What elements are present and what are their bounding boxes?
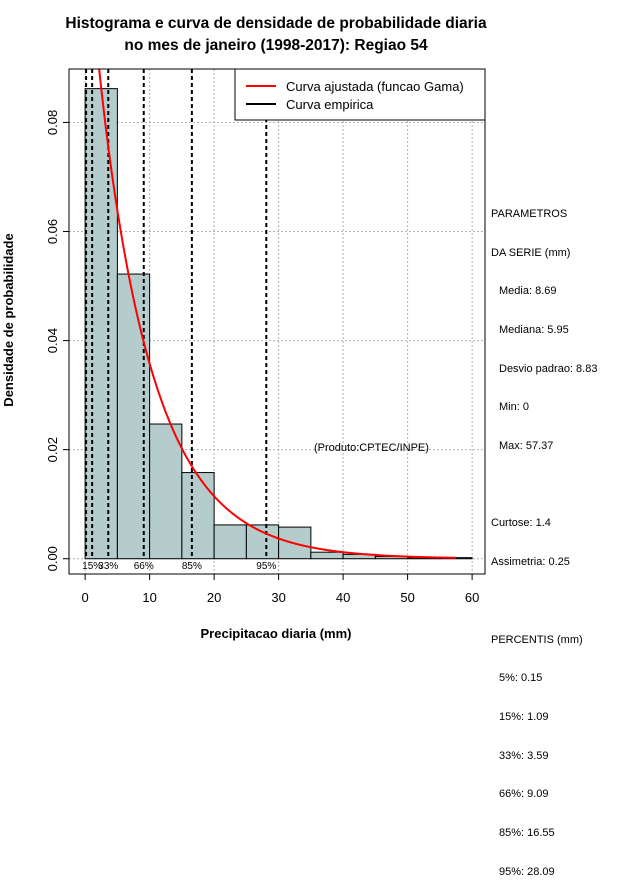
percentile-label: 66% bbox=[134, 561, 154, 572]
legend-label-fitted: Curva ajustada (funcao Gama) bbox=[286, 79, 464, 94]
param-curtose: Curtose: 1.4 bbox=[491, 517, 551, 530]
x-axis-title: Precipitacao diaria (mm) bbox=[201, 626, 352, 641]
percentile-label: 33% bbox=[98, 561, 118, 572]
percentile-85: 85%: 16.55 bbox=[499, 827, 555, 840]
y-axis: 0.00 0.02 0.04 0.06 0.08 bbox=[45, 110, 69, 571]
histogram-chart: Histograma e curva de densidade de proba… bbox=[1, 15, 487, 641]
percentile-label: 15% bbox=[82, 561, 102, 572]
credit-annotation: (Produto:CPTEC/INPE) bbox=[314, 442, 429, 454]
chart-title-line-1: Histograma e curva de densidade de proba… bbox=[65, 15, 487, 32]
percentile-66: 66%: 9.09 bbox=[499, 788, 549, 801]
spacer bbox=[491, 479, 639, 492]
curves bbox=[98, 69, 456, 559]
param-min: Min: 0 bbox=[499, 401, 529, 414]
chart-title-line-2: no mes de janeiro (1998-2017): Regiao 54 bbox=[124, 37, 428, 54]
param-mediana: Mediana: 5.95 bbox=[499, 323, 569, 336]
series-parameters-panel: PARAMETROS DA SERIE (mm) Media: 8.69 Med… bbox=[491, 182, 639, 892]
x-axis: 0 10 20 30 40 50 60 bbox=[82, 573, 479, 605]
params-header-1: PARAMETROS bbox=[491, 207, 568, 220]
percentile-5: 5%: 0.15 bbox=[499, 672, 543, 685]
histogram-bar bbox=[116, 273, 151, 560]
y-tick-label: 0.00 bbox=[45, 546, 60, 571]
y-tick-label: 0.04 bbox=[45, 328, 60, 353]
x-tick-label: 20 bbox=[207, 590, 221, 605]
fitted-gamma-curve bbox=[98, 69, 456, 559]
x-tick-label: 50 bbox=[400, 590, 414, 605]
param-desvio: Desvio padrao: 8.83 bbox=[499, 362, 598, 375]
x-tick-label: 30 bbox=[271, 590, 285, 605]
y-tick-label: 0.06 bbox=[45, 219, 60, 244]
percentile-95: 95%: 28.09 bbox=[499, 865, 555, 878]
percentile-lines: 15%33% 66% 85% 95% bbox=[82, 69, 276, 572]
histogram-bar bbox=[245, 524, 280, 560]
legend-label-empirical: Curva empirica bbox=[286, 97, 374, 112]
param-assimetria: Assimetria: 0.25 bbox=[491, 556, 570, 569]
params-header-2: DA SERIE (mm) bbox=[491, 246, 571, 259]
percentis-header: PERCENTIS (mm) bbox=[491, 633, 583, 646]
legend-box bbox=[234, 68, 486, 121]
x-tick-label: 0 bbox=[82, 590, 89, 605]
x-tick-label: 60 bbox=[465, 590, 479, 605]
x-tick-label: 40 bbox=[336, 590, 350, 605]
percentile-33: 33%: 3.59 bbox=[499, 749, 549, 762]
legend: Curva ajustada (funcao Gama) Curva empir… bbox=[234, 68, 486, 121]
histogram-bar bbox=[310, 551, 344, 560]
x-tick-label: 10 bbox=[142, 590, 156, 605]
y-tick-label: 0.08 bbox=[45, 110, 60, 135]
param-max: Max: 57.37 bbox=[499, 440, 554, 453]
percentile-label: 95% bbox=[256, 561, 276, 572]
histogram-bar bbox=[181, 472, 215, 560]
percentile-15: 15%: 1.09 bbox=[499, 710, 549, 723]
histogram-bar bbox=[84, 88, 118, 560]
histogram-bar bbox=[213, 524, 247, 560]
y-axis-title: Densidade de probabilidade bbox=[1, 233, 16, 406]
percentile-label: 85% bbox=[182, 561, 202, 572]
histogram-bar bbox=[149, 423, 183, 560]
param-media: Media: 8.69 bbox=[499, 285, 557, 298]
y-tick-label: 0.02 bbox=[45, 437, 60, 462]
spacer bbox=[491, 595, 639, 608]
